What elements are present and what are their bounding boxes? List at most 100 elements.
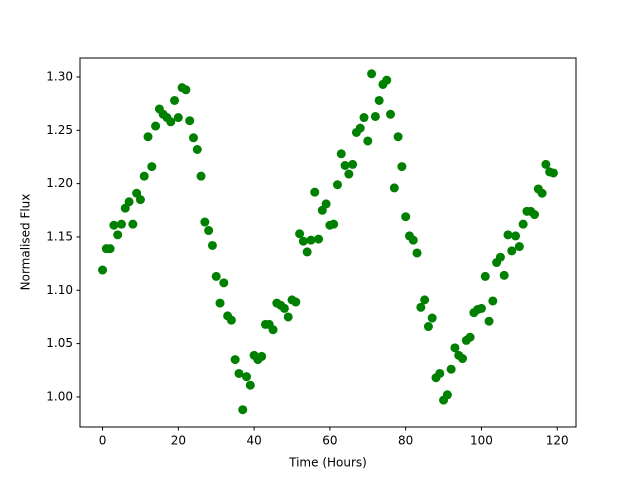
point [548, 168, 558, 178]
point [135, 195, 145, 205]
point [329, 219, 339, 229]
point [427, 313, 437, 323]
point [200, 217, 210, 227]
point [465, 332, 475, 342]
point [480, 271, 490, 281]
point [450, 343, 460, 353]
x-tick-label: 20 [171, 434, 186, 448]
point [226, 315, 236, 325]
y-tick-label: 1.20 [46, 176, 73, 190]
point [181, 85, 191, 95]
point [188, 133, 198, 143]
point [211, 271, 221, 281]
point [310, 187, 320, 197]
point [219, 278, 229, 288]
x-tick-label: 40 [246, 434, 261, 448]
point [204, 226, 214, 236]
point [332, 180, 342, 190]
point [116, 219, 126, 229]
point [435, 368, 445, 378]
point [306, 235, 316, 245]
point [98, 265, 108, 275]
x-tick-label: 80 [398, 434, 413, 448]
point [291, 297, 301, 307]
point [442, 390, 452, 400]
point [420, 295, 430, 305]
point [507, 246, 517, 256]
point [511, 231, 521, 241]
point [185, 116, 195, 126]
point [423, 322, 433, 332]
point [173, 113, 183, 123]
y-tick-label: 1.15 [46, 229, 73, 243]
point [234, 368, 244, 378]
point [367, 69, 377, 79]
point [215, 298, 225, 308]
point [488, 296, 498, 306]
y-tick-label: 1.10 [46, 283, 73, 297]
point [382, 75, 392, 85]
point [143, 132, 153, 142]
y-tick-label: 1.00 [46, 389, 73, 403]
point [348, 159, 358, 169]
point [458, 354, 468, 364]
point [245, 380, 255, 390]
point [257, 351, 267, 361]
point [166, 117, 176, 127]
point [386, 109, 396, 119]
point [446, 364, 456, 374]
point [495, 252, 505, 262]
x-tick-label: 60 [322, 434, 337, 448]
point [151, 121, 161, 131]
point [139, 171, 149, 181]
point [541, 159, 551, 169]
point [355, 123, 365, 133]
point [196, 171, 206, 181]
point [389, 183, 399, 193]
y-tick-label: 1.30 [46, 69, 73, 83]
point [476, 303, 486, 313]
point [518, 219, 528, 229]
point [484, 316, 494, 326]
point [408, 235, 418, 245]
point [393, 132, 403, 142]
point [302, 247, 312, 257]
point [283, 312, 293, 322]
point [363, 136, 373, 146]
point [537, 188, 547, 198]
point [298, 236, 308, 246]
y-axis-label: Normalised Flux [19, 194, 33, 291]
point [374, 95, 384, 105]
point [401, 212, 411, 222]
point [344, 169, 354, 179]
point [105, 244, 115, 254]
point [514, 242, 524, 252]
point [238, 405, 248, 415]
point [340, 161, 350, 171]
x-axis-label: Time (Hours) [288, 456, 367, 470]
point [499, 270, 509, 280]
point [336, 149, 346, 159]
point [359, 113, 369, 123]
point [314, 234, 324, 244]
point [279, 303, 289, 313]
y-tick-label: 1.05 [46, 336, 73, 350]
point [268, 325, 278, 335]
point [321, 199, 331, 209]
point [128, 219, 138, 229]
x-tick-label: 100 [470, 434, 493, 448]
point [109, 220, 119, 230]
point [192, 145, 202, 155]
point [113, 230, 123, 240]
point [170, 95, 180, 105]
point [207, 240, 217, 250]
point [124, 197, 134, 207]
point [397, 162, 407, 172]
point [295, 229, 305, 239]
point [242, 372, 252, 382]
point [416, 302, 426, 312]
x-tick-label: 0 [99, 434, 107, 448]
point [230, 355, 240, 365]
axes-frame [79, 57, 577, 428]
